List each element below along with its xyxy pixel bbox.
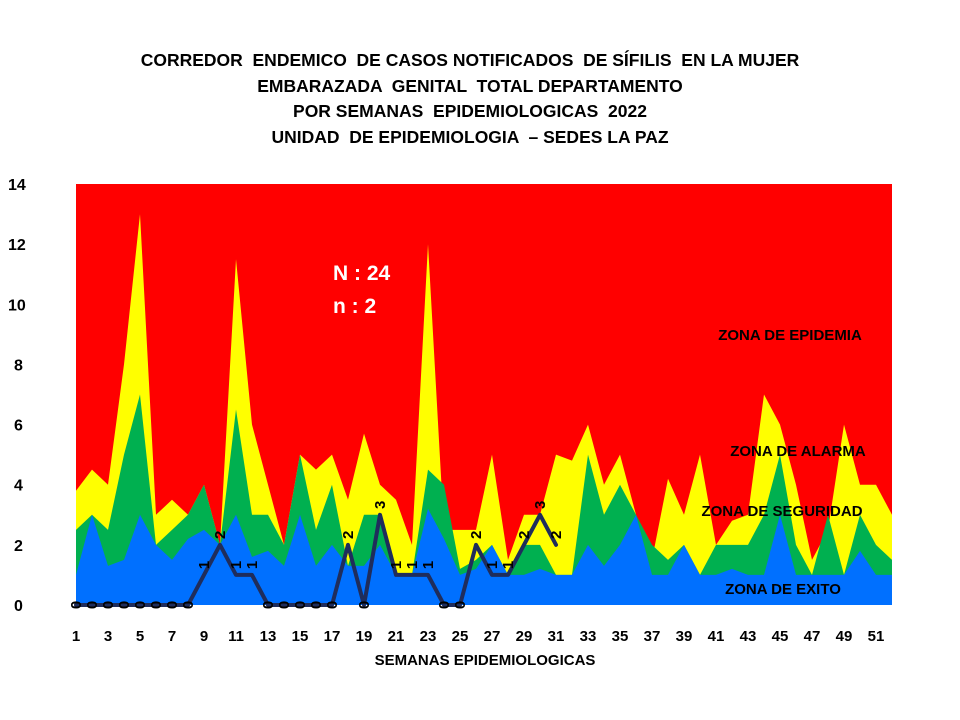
case-point-label: 0 [436, 601, 453, 609]
x-tick-label: 17 [324, 628, 341, 645]
case-point-label: 1 [420, 561, 437, 569]
x-tick-label: 27 [484, 628, 501, 645]
title-line-4: UNIDAD DE EPIDEMIOLOGIA – SEDES LA PAZ [271, 126, 669, 147]
x-tick-label: 23 [420, 628, 437, 645]
x-tick-label: 9 [200, 628, 208, 645]
case-point-label: 0 [292, 601, 309, 609]
case-point-label: 1 [196, 561, 213, 569]
x-tick-label: 11 [228, 628, 244, 645]
x-tick-label: 1 [72, 628, 80, 645]
case-point-label: 3 [372, 501, 389, 509]
zone-alarma-area [76, 214, 892, 606]
zone-label-epidemia: ZONA DE EPIDEMIA [718, 327, 862, 344]
case-point-label: 2 [516, 531, 533, 539]
x-axis-label: SEMANAS EPIDEMIOLOGICAS [374, 652, 596, 669]
y-tick-label: 2 [14, 538, 23, 555]
x-tick-label: 45 [772, 628, 789, 645]
case-point-label: 3 [532, 501, 549, 509]
case-point-label: 0 [452, 601, 469, 609]
case-point-label: 0 [276, 601, 293, 609]
x-tick-label: 7 [168, 628, 176, 645]
y-axis-ticks: 0 2 4 6 8 10 12 14 [8, 177, 26, 615]
y-tick-label: 14 [8, 177, 26, 194]
annotation-total-n: N : 24 [333, 262, 391, 285]
x-tick-label: 37 [644, 628, 661, 645]
x-tick-label: 29 [516, 628, 533, 645]
x-tick-label: 31 [548, 628, 565, 645]
zone-labels: ZONA DE EPIDEMIA ZONA DE ALARMA ZONA DE … [701, 327, 865, 598]
zone-label-exito: ZONA DE EXITO [725, 581, 841, 598]
y-tick-label: 10 [8, 297, 26, 314]
zone-label-seguridad: ZONA DE SEGURIDAD [701, 503, 862, 520]
y-tick-label: 12 [8, 237, 26, 254]
case-point-label: 1 [244, 561, 261, 569]
x-tick-label: 41 [708, 628, 725, 645]
case-point-label: 0 [308, 601, 325, 609]
case-point-label: 1 [484, 561, 501, 569]
case-point-label: 2 [468, 531, 485, 539]
x-tick-label: 19 [356, 628, 373, 645]
case-point-label: 0 [356, 601, 373, 609]
zone-areas [76, 184, 892, 606]
y-tick-label: 8 [14, 357, 23, 374]
case-point-label: 2 [340, 531, 357, 539]
x-tick-label: 5 [136, 628, 144, 645]
case-point-label: 2 [548, 531, 565, 539]
x-tick-label: 21 [388, 628, 405, 645]
case-point-label: 1 [404, 561, 421, 569]
title-line-3: POR SEMANAS EPIDEMIOLOGICAS 2022 [293, 101, 647, 121]
x-tick-label: 39 [676, 628, 693, 645]
case-point-label: 0 [164, 601, 181, 609]
annotations: N : 24 n : 2 [333, 262, 391, 318]
case-point-label: 0 [180, 601, 197, 609]
case-point-label: 0 [68, 601, 85, 609]
chart-title: CORREDOR ENDEMICO DE CASOS NOTIFICADOS D… [0, 48, 940, 150]
x-axis-ticks: 1 3 5 7 9 11 13 15 17 19 21 23 25 27 29 31 33 35 37 39 41 43 4… [72, 628, 885, 645]
x-tick-label: 49 [836, 628, 853, 645]
case-point-label: 1 [388, 561, 405, 569]
x-tick-label: 47 [804, 628, 821, 645]
case-point-label: 0 [84, 601, 101, 609]
x-tick-label: 15 [292, 628, 309, 645]
x-tick-label: 13 [260, 628, 277, 645]
zone-label-alarma: ZONA DE ALARMA [730, 443, 866, 460]
title-line-2: EMBARAZADA GENITAL TOTAL DEPARTAMENTO [257, 75, 683, 96]
title-line-1: CORREDOR ENDEMICO DE CASOS NOTIFICADOS D… [140, 50, 800, 70]
case-point-label: 0 [148, 601, 165, 609]
case-point-label: 0 [260, 601, 277, 609]
x-tick-label: 51 [868, 628, 885, 645]
case-point-label: 0 [116, 601, 133, 609]
case-point-label: 0 [132, 601, 149, 609]
x-tick-label: 25 [452, 628, 469, 645]
y-tick-label: 6 [14, 418, 23, 435]
cases-line [74, 512, 558, 607]
annotation-week-n: n : 2 [333, 295, 376, 318]
x-tick-label: 33 [580, 628, 597, 645]
y-tick-label: 0 [14, 598, 23, 615]
case-point-label: 2 [212, 531, 229, 539]
y-tick-label: 4 [14, 478, 23, 495]
case-point-label: 0 [324, 601, 341, 609]
case-point-label: 0 [100, 601, 117, 609]
x-tick-label: 3 [104, 628, 112, 645]
cases-line-group [74, 512, 558, 607]
x-tick-label: 35 [612, 628, 629, 645]
x-tick-label: 43 [740, 628, 757, 645]
case-point-label: 1 [228, 561, 245, 569]
case-point-label: 1 [500, 561, 517, 569]
